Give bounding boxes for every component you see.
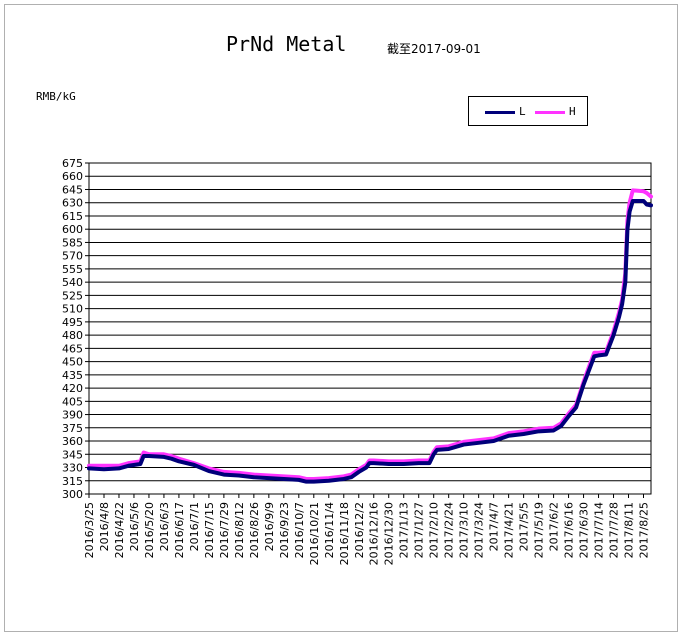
legend-swatch-l (485, 111, 515, 114)
x-tick-label: 2017/7/28 (608, 502, 621, 558)
y-tick-label: 540 (62, 276, 83, 289)
x-tick-label: 2017/5/19 (533, 502, 546, 558)
y-tick-label: 300 (62, 488, 83, 501)
x-tick-label: 2016/3/25 (83, 502, 96, 558)
x-tick-label: 2017/7/14 (593, 502, 606, 558)
y-tick-label: 420 (62, 382, 83, 395)
x-tick-label: 2017/8/11 (623, 502, 636, 558)
y-axis-label: RMB/kG (36, 90, 76, 103)
y-tick-label: 390 (62, 409, 83, 422)
y-tick-label: 555 (62, 263, 83, 276)
x-tick-label: 2017/8/25 (638, 502, 651, 558)
x-tick-label: 2016/7/29 (218, 502, 231, 558)
x-tick-label: 2016/10/21 (308, 502, 321, 565)
x-tick-label: 2016/7/1 (188, 502, 201, 551)
x-tick-label: 2017/2/24 (443, 502, 456, 558)
x-tick-label: 2016/6/3 (158, 502, 171, 551)
y-tick-label: 645 (62, 183, 83, 196)
x-tick-label: 2017/6/2 (548, 502, 561, 551)
x-tick-label: 2016/11/18 (338, 502, 351, 565)
x-tick-label: 2017/6/16 (563, 502, 576, 558)
x-tick-label: 2016/6/17 (173, 502, 186, 558)
y-tick-label: 510 (62, 303, 83, 316)
x-tick-label: 2016/4/8 (98, 502, 111, 551)
x-tick-label: 2017/1/13 (398, 502, 411, 558)
x-tick-label: 2016/8/12 (233, 502, 246, 558)
y-tick-label: 660 (62, 170, 83, 183)
legend-label-l: L (519, 105, 526, 118)
x-tick-label: 2016/7/15 (203, 502, 216, 558)
legend-label-h: H (569, 105, 576, 118)
chart-subtitle: 截至2017-09-01 (387, 42, 481, 56)
x-tick-label: 2016/12/30 (383, 502, 396, 565)
y-tick-label: 330 (62, 462, 83, 475)
y-tick-label: 675 (62, 157, 83, 170)
y-tick-label: 405 (62, 395, 83, 408)
y-tick-label: 360 (62, 435, 83, 448)
x-tick-label: 2017/3/24 (473, 502, 486, 558)
y-tick-label: 525 (62, 289, 83, 302)
y-tick-label: 570 (62, 250, 83, 263)
x-tick-label: 2017/4/21 (503, 502, 516, 558)
y-tick-label: 375 (62, 422, 83, 435)
legend-swatch-h (535, 111, 565, 114)
y-tick-label: 435 (62, 369, 83, 382)
plot-area (89, 163, 651, 494)
plot-border (88, 162, 652, 495)
x-tick-label: 2016/9/23 (278, 502, 291, 558)
chart-title: PrNd Metal (226, 32, 347, 56)
x-tick-label: 2016/8/26 (248, 502, 261, 558)
x-tick-label: 2016/9/9 (263, 502, 276, 551)
y-tick-label: 450 (62, 356, 83, 369)
x-tick-label: 2016/12/2 (353, 502, 366, 558)
x-tick-label: 2016/12/16 (368, 502, 381, 565)
y-tick-label: 480 (62, 329, 83, 342)
x-tick-label: 2017/6/30 (578, 502, 591, 558)
x-tick-label: 2017/3/10 (458, 502, 471, 558)
x-tick-label: 2017/1/27 (413, 502, 426, 558)
x-tick-label: 2017/2/10 (428, 502, 441, 558)
y-tick-label: 585 (62, 236, 83, 249)
x-tick-label: 2016/5/20 (143, 502, 156, 558)
chart-legend: L H (468, 96, 588, 126)
y-tick-label: 600 (62, 223, 83, 236)
y-tick-label: 345 (62, 448, 83, 461)
y-tick-label: 315 (62, 475, 83, 488)
x-tick-label: 2016/11/4 (323, 502, 336, 558)
y-tick-label: 630 (62, 197, 83, 210)
x-tick-label: 2016/10/7 (293, 502, 306, 558)
x-tick-label: 2016/5/6 (128, 502, 141, 551)
x-tick-label: 2016/4/22 (113, 502, 126, 558)
series-line-l (87, 198, 653, 484)
y-tick-label: 495 (62, 316, 83, 329)
y-tick-label: 465 (62, 342, 83, 355)
x-tick-label: 2017/5/5 (518, 502, 531, 551)
x-tick-label: 2017/4/7 (488, 502, 501, 551)
y-tick-label: 615 (62, 210, 83, 223)
